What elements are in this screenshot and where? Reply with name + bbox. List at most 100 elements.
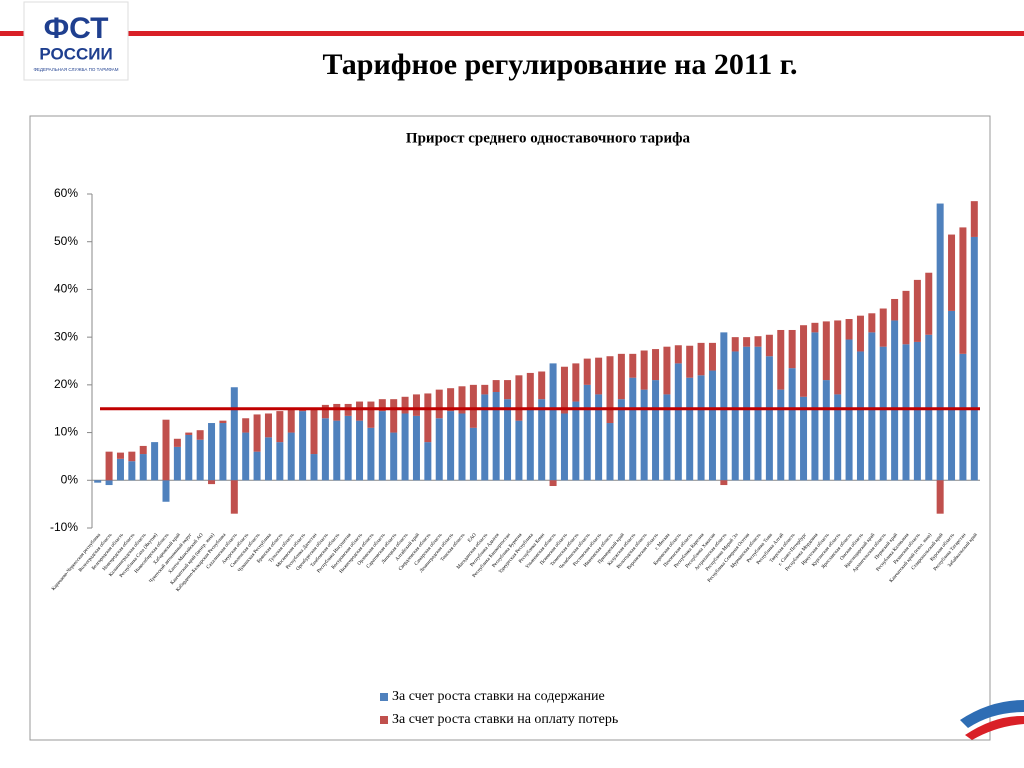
logo-bottom: РОССИИ — [39, 44, 112, 63]
bar-segment — [822, 380, 830, 481]
bar-segment — [765, 356, 773, 481]
bar-segment — [640, 350, 648, 390]
legend-label: За счет роста ставки на оплату потерь — [392, 712, 618, 727]
bar-segment — [401, 396, 409, 414]
bar-segment — [652, 380, 660, 481]
bar-segment — [765, 334, 773, 357]
bar-segment — [196, 439, 204, 481]
bar-segment — [856, 315, 864, 352]
decor — [965, 715, 1024, 740]
bar-segment — [219, 423, 227, 481]
bar-segment — [344, 415, 352, 481]
header-line — [0, 31, 24, 36]
bar-segment — [378, 399, 386, 412]
bar-segment — [959, 227, 967, 354]
bar-segment — [856, 351, 864, 481]
y-tick-label: 0% — [61, 472, 79, 486]
bar-segment — [629, 377, 637, 481]
bar-segment — [788, 368, 796, 481]
bar-segment — [617, 399, 625, 481]
bar-segment — [731, 351, 739, 481]
decor — [960, 700, 1024, 728]
bar-segment — [447, 388, 455, 412]
bar-segment — [708, 370, 716, 481]
bar-segment — [219, 420, 227, 424]
bar-segment — [674, 345, 682, 364]
bar-segment — [720, 332, 728, 481]
bar-segment — [697, 375, 705, 481]
bar-segment — [754, 336, 762, 347]
bar-segment — [925, 272, 933, 335]
bar-segment — [743, 346, 751, 481]
bar-segment — [276, 442, 284, 481]
bar-segment — [310, 408, 318, 455]
y-tick-label: 20% — [54, 377, 78, 391]
y-tick-label: 60% — [54, 186, 78, 200]
bar-segment — [902, 290, 910, 345]
bar-segment — [162, 480, 170, 502]
bar-segment — [879, 346, 887, 481]
bar-segment — [606, 423, 614, 481]
bar-segment — [424, 442, 432, 481]
bar-segment — [253, 451, 261, 481]
x-tick-label: ЕАО — [468, 533, 479, 544]
bar-segment — [173, 438, 181, 447]
bar-segment — [208, 423, 216, 481]
bar-segment — [948, 310, 956, 481]
bar-segment — [948, 234, 956, 311]
bar-segment — [868, 332, 876, 481]
slide-title: Тарифное регулирование на 2011 г. — [323, 48, 798, 81]
bar-segment — [822, 321, 830, 381]
bar-segment — [697, 342, 705, 376]
bar-segment — [617, 353, 625, 400]
logo-box — [23, 1, 129, 81]
bar-segment — [913, 279, 921, 342]
bar-segment — [230, 387, 238, 481]
bar-segment — [435, 389, 443, 419]
y-tick-label: 10% — [54, 425, 78, 439]
bar-segment — [674, 363, 682, 481]
bar-segment — [287, 432, 295, 481]
bar-segment — [139, 454, 147, 481]
bar-segment — [560, 413, 568, 481]
bar-segment — [128, 461, 136, 481]
bar-segment — [469, 427, 477, 481]
bar-segment — [299, 411, 307, 481]
bar-segment — [128, 451, 136, 462]
bar-segment — [367, 401, 375, 428]
bar-segment — [458, 413, 466, 481]
bar-segment — [731, 337, 739, 352]
bar-segment — [959, 353, 967, 481]
bar-segment — [811, 322, 819, 333]
bar-segment — [401, 413, 409, 481]
bar-segment — [970, 236, 978, 481]
bar-segment — [891, 298, 899, 321]
bar-segment — [834, 320, 842, 395]
bar-segment — [595, 394, 603, 481]
bar-segment — [845, 319, 853, 340]
bar-segment — [526, 372, 534, 409]
bar-segment — [94, 480, 102, 483]
bar-segment — [481, 394, 489, 481]
bar-segment — [504, 380, 512, 400]
bar-segment — [879, 308, 887, 347]
logo-top: ФСТ — [44, 12, 109, 45]
bar-segment — [139, 445, 147, 455]
y-tick-label: 40% — [54, 282, 78, 296]
y-tick-label: 50% — [54, 234, 78, 248]
bar-segment — [208, 480, 216, 485]
bar-segment — [390, 399, 398, 433]
bar-segment — [549, 480, 557, 487]
bar-segment — [264, 437, 272, 481]
bar-segment — [116, 452, 124, 459]
bar-segment — [504, 399, 512, 481]
bar-segment — [515, 420, 523, 481]
bar-segment — [151, 442, 159, 481]
bar-segment — [378, 411, 386, 481]
bar-segment — [310, 454, 318, 481]
bar-segment — [321, 418, 329, 481]
bar-segment — [526, 408, 534, 481]
bar-segment — [549, 363, 557, 481]
bar-segment — [913, 341, 921, 481]
